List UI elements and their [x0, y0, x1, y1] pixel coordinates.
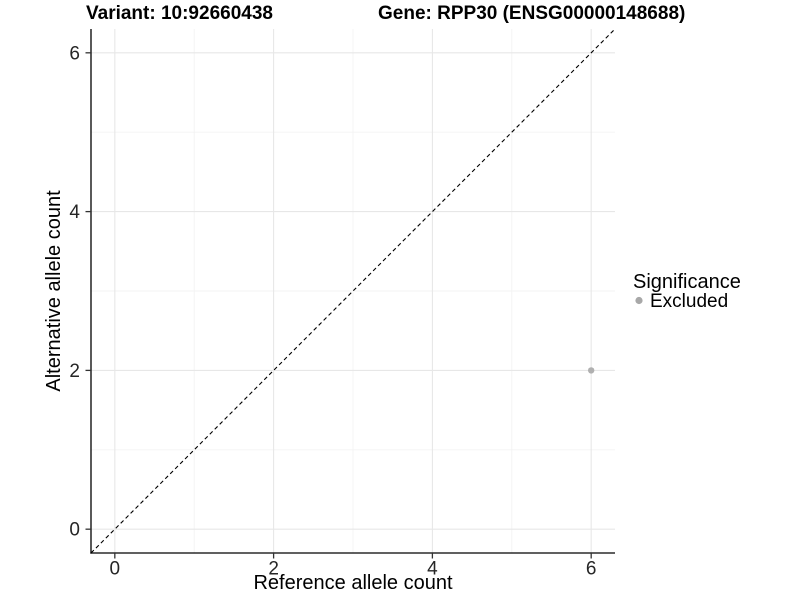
data-point: [587, 367, 595, 374]
grid-major: [91, 29, 615, 553]
y-tick-label: 6: [69, 43, 80, 64]
x-axis-title: Reference allele count: [253, 572, 452, 594]
y-tick-labels: 0 2 4 6: [69, 43, 80, 540]
x-tick-labels: 0 2 4 6: [110, 559, 597, 580]
identity-line: [90, 28, 616, 554]
grid-minor: [91, 29, 615, 553]
y-axis-title: Alternative allele count: [43, 190, 65, 392]
y-tick-label: 0: [69, 520, 80, 541]
legend-title: Significance: [633, 271, 741, 293]
legend-item-label: Excluded: [650, 291, 728, 312]
x-tick-label: 0: [110, 559, 121, 580]
axis-lines: [90, 29, 615, 554]
x-tick-label: 6: [586, 559, 597, 580]
legend: Significance Excluded: [633, 271, 741, 312]
legend-key-dot: [635, 296, 643, 305]
plot-title-gene: Gene: RPP30 (ENSG00000148688): [378, 3, 685, 24]
x-tick-label: 2: [268, 559, 279, 580]
x-tick-label: 4: [427, 559, 438, 580]
y-tick-label: 4: [69, 202, 80, 223]
identity-line-group: [90, 28, 616, 554]
data-points: [587, 367, 595, 374]
plot-title-variant: Variant: 10:92660438: [86, 3, 273, 24]
axis-tick-marks: [85, 52, 592, 559]
y-tick-label: 2: [69, 361, 80, 382]
